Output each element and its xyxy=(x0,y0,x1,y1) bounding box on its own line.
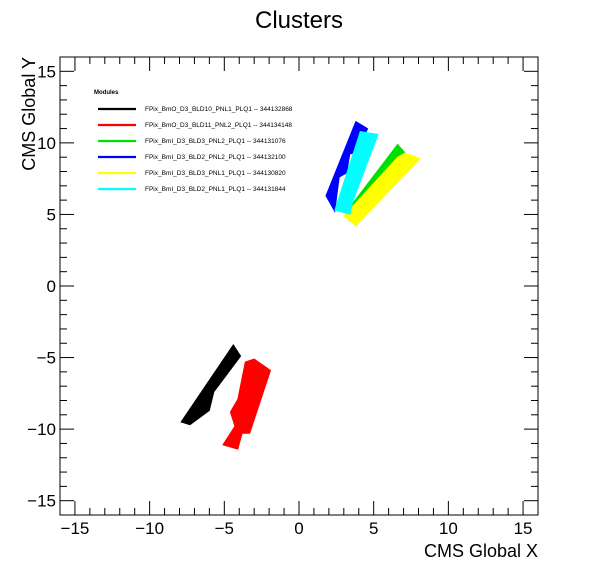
legend-label: FPix_BmO_D3_BLD11_PNL2_PLQ1 -- 344134148 xyxy=(145,122,292,129)
legend: Modules FPix_BmO_D3_BLD10_PNL1_PLQ1 -- 3… xyxy=(94,90,293,193)
axis-ticks xyxy=(59,56,539,516)
x-tick-label: 10 xyxy=(439,519,458,538)
legend-label: FPix_BmI_D3_BLD2_PNL2_PLQ1 -- 344132100 xyxy=(145,154,286,161)
x-tick-label: −5 xyxy=(215,519,234,538)
chart-title: Clusters xyxy=(255,7,343,34)
x-axis-title: CMS Global X xyxy=(424,541,538,561)
y-tick-label: 10 xyxy=(37,134,56,153)
cluster-region-5-1 xyxy=(343,152,421,227)
x-tick-label: −15 xyxy=(61,519,90,538)
x-tick-label: 0 xyxy=(294,519,303,538)
legend-label: FPix_BmI_D3_BLD3_PNL1_PLQ1 -- 344130820 xyxy=(145,170,286,177)
cluster-region-6-1 xyxy=(334,130,379,215)
y-tick-label: 0 xyxy=(47,277,56,296)
x-tick-label: 5 xyxy=(369,519,378,538)
cluster-region-2-1 xyxy=(222,358,272,450)
legend-label: FPix_BmI_D3_BLD2_PNL1_PLQ1 -- 344131844 xyxy=(145,186,286,193)
axis-tick-labels: −15 −10 −5 0 5 10 15 −15 −10 −5 0 5 10 15 xyxy=(27,62,532,538)
cluster-regions xyxy=(180,120,421,450)
legend-title: Modules xyxy=(94,90,119,96)
y-tick-label: 5 xyxy=(47,205,56,224)
y-tick-label: 15 xyxy=(37,62,56,81)
y-tick-label: −10 xyxy=(27,420,56,439)
y-tick-label: −15 xyxy=(27,492,56,511)
legend-label: FPix_BmI_D3_BLD3_PNL2_PLQ1 -- 344131076 xyxy=(145,138,286,145)
y-axis-title: CMS Global Y xyxy=(19,57,39,171)
cluster-region-1-1 xyxy=(180,343,242,426)
x-tick-label: −10 xyxy=(135,519,164,538)
x-tick-label: 15 xyxy=(514,519,533,538)
legend-label: FPix_BmO_D3_BLD10_PNL1_PLQ1 -- 344132868 xyxy=(145,106,293,113)
y-tick-label: −5 xyxy=(37,349,56,368)
